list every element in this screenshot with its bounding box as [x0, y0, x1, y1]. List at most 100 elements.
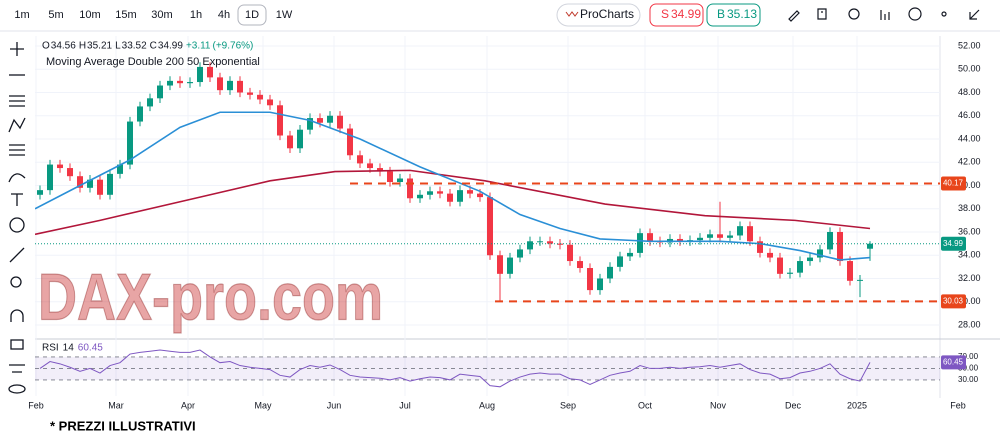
candle-body: [707, 234, 713, 238]
level-label: 30.03: [943, 296, 964, 305]
sell-button[interactable]: [649, 3, 704, 27]
interval[interactable]: 15m: [115, 9, 136, 21]
interval[interactable]: 30m: [151, 9, 172, 21]
candle-body: [77, 176, 83, 188]
change-pct: (+9.76%): [213, 41, 254, 52]
rsi-name: RSI: [42, 343, 59, 354]
candle-body: [627, 252, 633, 257]
y-tick-label: 40.00: [958, 180, 981, 190]
pattern-tool-icon[interactable]: [8, 117, 26, 133]
candle-body: [297, 129, 303, 149]
indicators-icon[interactable]: [880, 10, 890, 20]
candle-body: [67, 168, 73, 177]
candle-body: [247, 92, 253, 95]
rsi-value-axis-label: 60.45: [943, 358, 964, 367]
candle-body: [477, 193, 483, 198]
candle-body: [737, 226, 743, 236]
candle-body: [57, 164, 63, 169]
candle-body: [327, 115, 333, 123]
candle-body: [307, 118, 313, 130]
candle-body: [127, 121, 133, 165]
brush-tool-icon[interactable]: [8, 173, 26, 183]
candle-body: [817, 249, 823, 258]
fib-tool-icon[interactable]: [9, 95, 25, 107]
interval[interactable]: 4h: [218, 9, 230, 21]
candle-body: [87, 179, 93, 188]
text-tool-icon[interactable]: [11, 193, 23, 206]
candle-body: [317, 118, 323, 123]
ohlc-label: C: [150, 41, 157, 52]
candle-body: [167, 80, 173, 86]
candle-body: [757, 241, 763, 253]
y-tick-label: 46.00: [958, 110, 981, 120]
ohlc-value: 35.21: [87, 41, 112, 52]
candle-body: [207, 66, 213, 78]
y-tick-label: 32.00: [958, 273, 981, 283]
candle-body: [547, 241, 553, 244]
interval[interactable]: 10m: [79, 9, 100, 21]
rsi-band: [35, 356, 940, 380]
add-icon[interactable]: [908, 7, 922, 21]
active-interval: [237, 4, 267, 26]
layout-icon[interactable]: [817, 8, 827, 20]
candle-body: [257, 94, 263, 100]
fullscreen-icon[interactable]: [969, 9, 980, 20]
y-tick-label: 28.00: [958, 319, 981, 329]
candle-body: [47, 164, 53, 191]
rsi-line: [39, 349, 871, 388]
candle-body: [777, 257, 783, 274]
buy-button[interactable]: [706, 3, 761, 27]
candle-body: [517, 249, 523, 258]
top-icons: [788, 7, 980, 22]
candle-body: [117, 164, 123, 174]
interval[interactable]: 1D: [245, 9, 259, 21]
candle-body: [287, 135, 293, 149]
y-tick-label: 36.00: [958, 226, 981, 236]
projection-tool-icon[interactable]: [9, 144, 25, 156]
emoji-tool-icon[interactable]: [9, 217, 25, 233]
interval[interactable]: 1m: [14, 9, 29, 21]
candle-body: [357, 155, 363, 164]
candle-body: [577, 261, 583, 269]
candle-body: [797, 261, 803, 273]
ohlc-value: 34.99: [158, 41, 183, 52]
rsi-tick-label: 50.00: [958, 364, 979, 373]
candle-body: [427, 191, 433, 195]
crosshair-icon[interactable]: [10, 42, 24, 56]
level-label: 40.17: [943, 179, 964, 188]
procharts-button[interactable]: [556, 3, 641, 27]
ruler-icon[interactable]: [9, 247, 25, 263]
magnet-icon[interactable]: [10, 309, 24, 322]
candle-body: [277, 105, 283, 136]
candle-body: [407, 178, 413, 199]
settings-icon[interactable]: [848, 8, 860, 20]
candle-body: [837, 231, 843, 262]
current-price-box: [941, 236, 966, 251]
footer: * PREZZI ILLUSTRATIVI: [50, 418, 196, 433]
y-tick-label: 50.00: [958, 64, 981, 74]
lock-icon[interactable]: [10, 339, 24, 350]
candle-body: [177, 80, 183, 84]
interval[interactable]: 1W: [276, 9, 293, 21]
interval[interactable]: 1h: [190, 9, 202, 21]
ohlc-value: 34.56: [51, 41, 76, 52]
candle-body: [847, 261, 853, 281]
eye-icon[interactable]: [8, 384, 26, 394]
candle-body: [867, 243, 873, 249]
candle-body: [137, 106, 143, 122]
candle-body: [337, 115, 343, 129]
x-tick-label: Mar: [108, 400, 124, 410]
x-tick-label: Feb: [950, 400, 966, 410]
interval[interactable]: 5m: [48, 9, 63, 21]
hide-icon[interactable]: [9, 364, 25, 373]
x-tick-label: 2025: [847, 400, 867, 410]
draw-icon[interactable]: [788, 10, 800, 22]
x-tick-label: Sep: [560, 400, 576, 410]
share-icon[interactable]: [941, 11, 947, 17]
zoom-icon[interactable]: [10, 276, 22, 288]
sell-label: S: [661, 7, 669, 21]
candle-body: [157, 85, 163, 99]
